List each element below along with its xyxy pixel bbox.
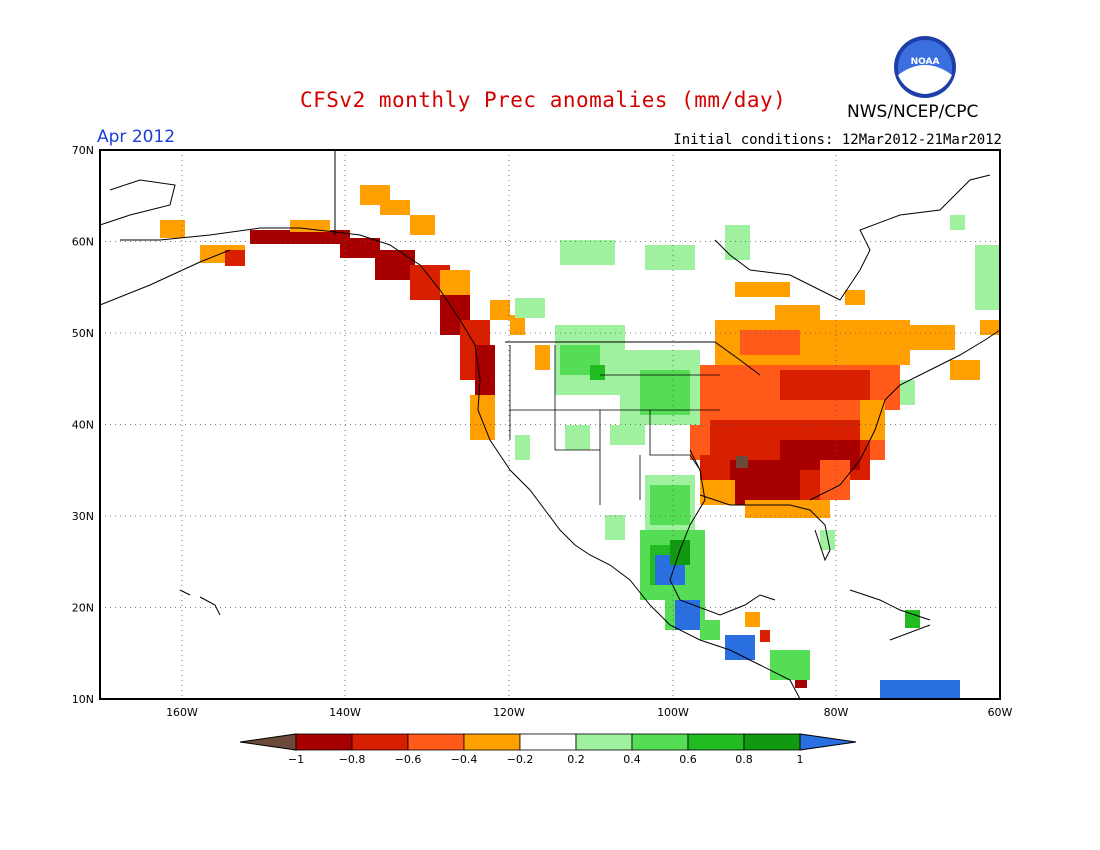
legend-swatch (519, 733, 577, 751)
graticule (100, 150, 1000, 699)
noaa-logo: NOAA (894, 36, 956, 98)
legend-swatch (631, 733, 689, 751)
map-frame (99, 149, 1001, 700)
agency-label: NWS/NCEP/CPC (847, 102, 979, 122)
legend-swatch (351, 733, 409, 751)
lon-label-120w: 120W (493, 706, 525, 719)
legend-tick-label: 0.8 (735, 753, 753, 766)
map-title: CFSv2 monthly Prec anomalies (mm/day) (300, 88, 787, 112)
legend-tick-label: −0.2 (507, 753, 534, 766)
noaa-logo-text: NOAA (911, 57, 940, 67)
legend-swatch (575, 733, 633, 751)
legend-tick-label: −0.6 (395, 753, 422, 766)
lat-label-50n: 50N (72, 327, 94, 340)
longitude-labels: 160W 140W 120W 100W 80W 60W (166, 706, 1012, 719)
legend-tick-label: −0.4 (451, 753, 478, 766)
forecast-month: Apr 2012 (97, 127, 176, 147)
lon-label-100w: 100W (657, 706, 689, 719)
lat-label-30n: 30N (72, 510, 94, 523)
coastlines (99, 150, 1001, 700)
legend-swatch (407, 733, 465, 751)
lat-label-60n: 60N (72, 236, 94, 249)
dry-anomaly-patches (160, 185, 1000, 688)
legend-arrow-left (239, 733, 297, 751)
legend-tick-label: −0.8 (339, 753, 366, 766)
initial-conditions: Initial conditions: 12Mar2012-21Mar2012 (673, 132, 1002, 148)
lat-label-20n: 20N (72, 602, 94, 615)
lat-label-70n: 70N (72, 144, 94, 157)
lon-label-140w: 140W (329, 706, 361, 719)
lon-label-80w: 80W (824, 706, 849, 719)
lat-label-10n: 10N (72, 693, 94, 706)
lon-label-60w: 60W (988, 706, 1013, 719)
legend-swatch (743, 733, 801, 751)
lat-label-40n: 40N (72, 419, 94, 432)
state-boundaries (509, 345, 720, 505)
legend-tick-label: 1 (797, 753, 804, 766)
legend-tick-label: 0.4 (623, 753, 641, 766)
color-legend: −1 −0.8 −0.6 −0.4 −0.2 0.2 0.4 0.6 0.8 1 (239, 733, 857, 766)
legend-arrow-right (799, 733, 857, 751)
legend-swatch (295, 733, 353, 751)
legend-swatch (463, 733, 521, 751)
legend-tick-label: 0.6 (679, 753, 697, 766)
map-area (99, 149, 1001, 700)
wet-anomaly-patches (515, 215, 1000, 699)
legend-tick-label: −1 (288, 753, 304, 766)
legend-tick-label: 0.2 (567, 753, 585, 766)
lon-label-160w: 160W (166, 706, 198, 719)
latitude-labels: 70N 60N 50N 40N 30N 20N 10N (72, 144, 94, 706)
legend-swatch (687, 733, 745, 751)
